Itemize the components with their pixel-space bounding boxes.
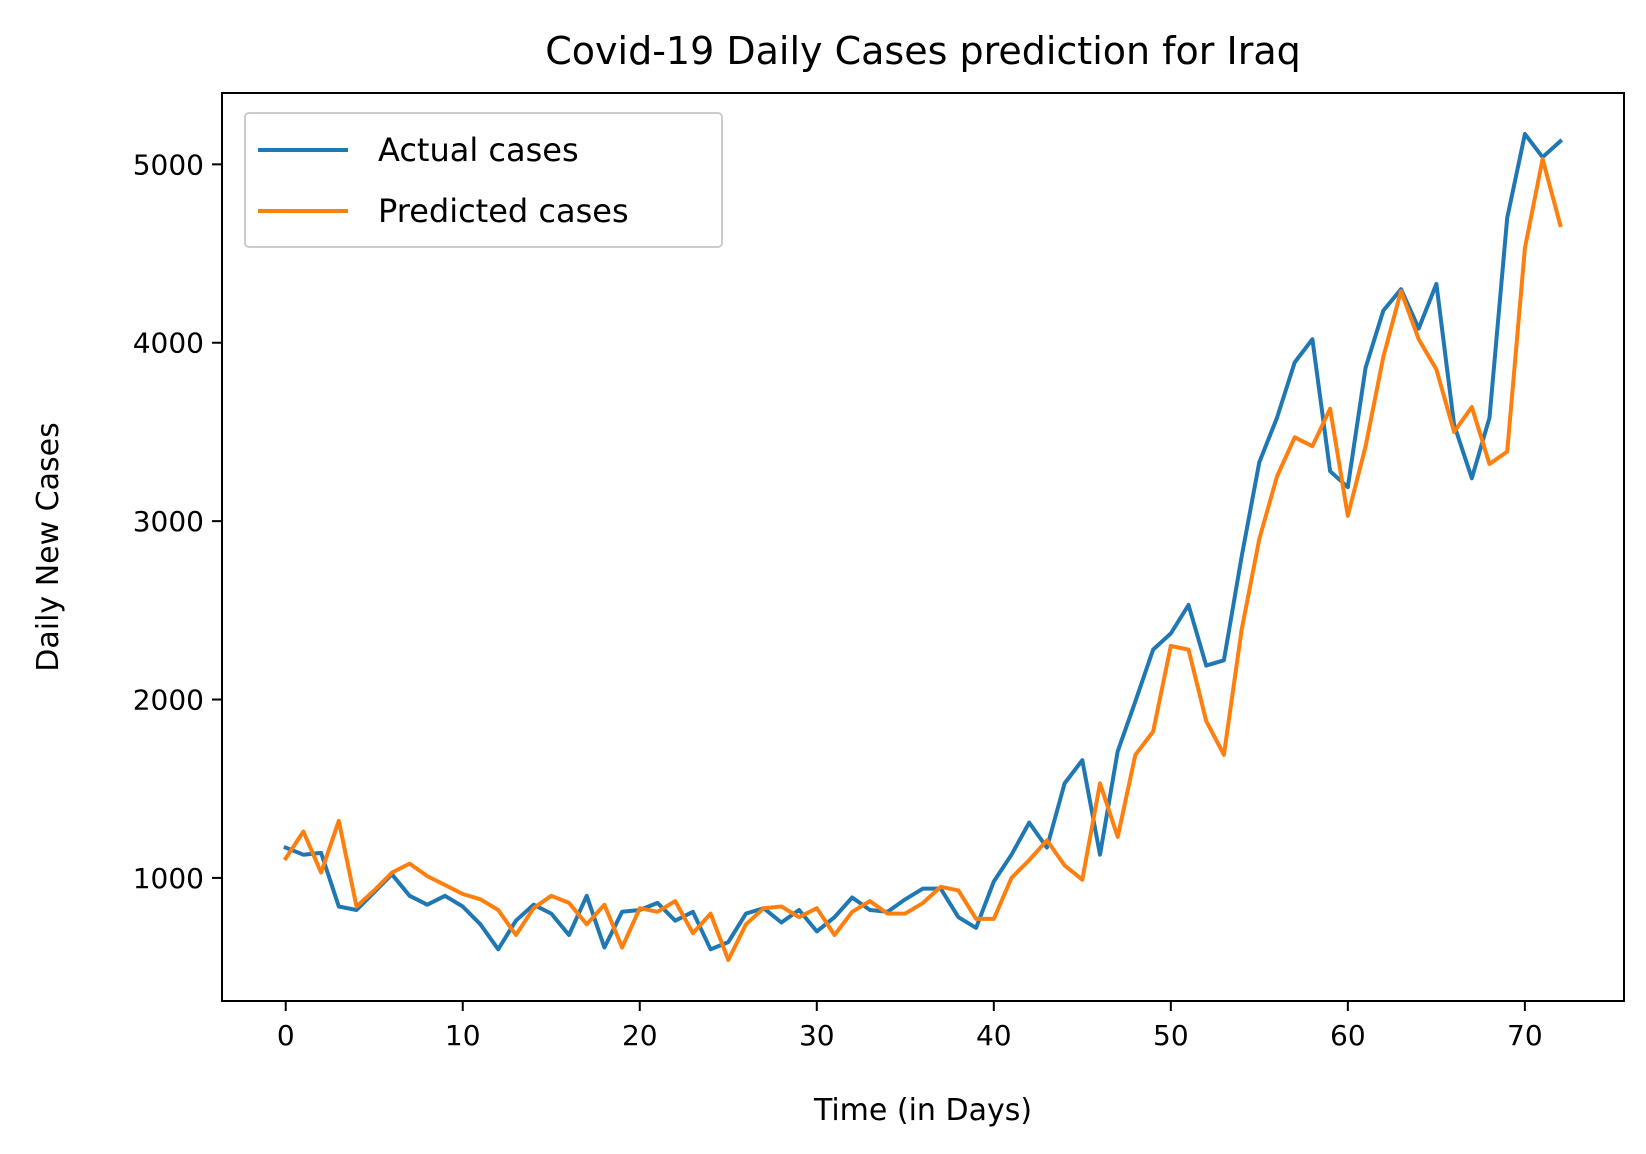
axis-ticks: 0 10 20 30 40 50 60 70 1000 2000 3000 4000 5000 (133, 148, 1543, 1052)
y-tick-label: 2000 (133, 684, 204, 717)
x-tick-label: 70 (1507, 1019, 1543, 1052)
x-axis-label: Time (in Days) (813, 1093, 1032, 1128)
y-tick-label: 3000 (133, 505, 204, 538)
legend-label: Predicted cases (378, 192, 629, 230)
plot-area-frame (221, 92, 1625, 1002)
chart-title: Covid-19 Daily Cases prediction for Iraq (545, 29, 1301, 73)
x-tick-label: 30 (799, 1019, 835, 1052)
x-tick-label: 20 (622, 1019, 658, 1052)
series-line-predicted (282, 157, 1563, 962)
y-tick-label: 4000 (133, 327, 204, 360)
legend: Actual cases Predicted cases (244, 112, 723, 248)
legend-box (244, 112, 723, 248)
y-tick-label: 1000 (133, 862, 204, 895)
x-tick-label: 60 (1330, 1019, 1366, 1052)
x-tick-label: 40 (976, 1019, 1012, 1052)
series-line-actual (283, 132, 1564, 952)
plot-series (282, 132, 1564, 962)
x-tick-label: 50 (1153, 1019, 1189, 1052)
legend-label: Actual cases (378, 131, 579, 169)
y-tick-label: 5000 (133, 148, 204, 181)
x-tick-label: 0 (277, 1019, 295, 1052)
y-axis-label: Daily New Cases (31, 422, 66, 671)
x-tick-label: 10 (445, 1019, 481, 1052)
